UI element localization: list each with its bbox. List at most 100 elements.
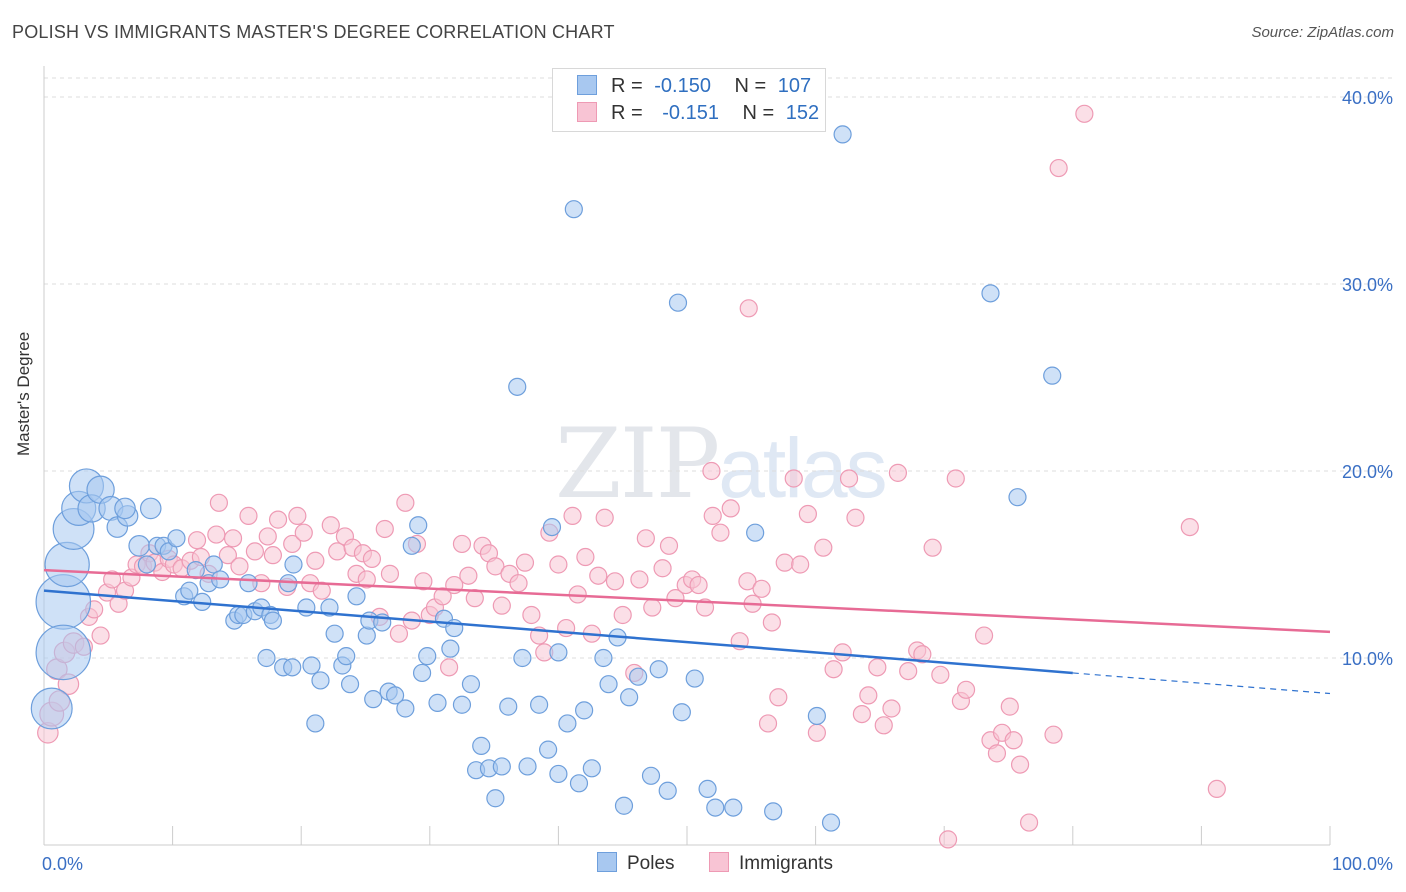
immigrants-point [833,643,852,662]
immigrants-swatch [577,102,597,122]
poles-point [418,647,437,666]
poles-legend-swatch [597,852,617,872]
poles-point [569,774,589,793]
immigrants-point [1004,731,1023,750]
immigrants-point [439,658,459,677]
immigrants-point [938,830,958,849]
poles-point [499,697,518,716]
poles-point [139,497,162,520]
immigrants-point [643,598,662,617]
immigrants-n-label: N = [742,102,775,124]
immigrants-point [239,506,258,525]
immigrants-point [636,529,655,548]
poles-point [513,648,532,668]
immigrants-point [913,645,932,664]
poles-point [599,675,618,694]
immigrants-point [268,510,288,529]
axes [43,66,1331,846]
poles-point [629,667,648,686]
immigrants-point [613,605,632,625]
poles-trend-extension [1072,672,1331,695]
poles-point [746,523,765,542]
immigrants-point [689,575,708,595]
immigrants-point [721,499,740,518]
immigrants-n-value: 152 [785,102,820,124]
immigrants-point [1075,104,1094,123]
trend-lines [43,568,1331,695]
immigrants-point [595,508,614,527]
immigrants-point [659,536,679,555]
immigrants-point [824,660,843,679]
poles-point [337,647,356,666]
poles-point [564,200,583,219]
poles-point [668,293,688,312]
immigrants-point [956,680,976,699]
immigrants-point [263,546,283,565]
poles-point [549,643,568,662]
poles-point [649,660,668,679]
poles-point [137,555,156,574]
immigrants-point [306,551,325,570]
immigrants-trend-line [43,568,1331,634]
immigrants-point [1010,755,1030,774]
immigrants-point [414,572,433,591]
poles-point [614,796,634,815]
poles-point [981,284,1000,303]
immigrants-point [839,469,859,488]
x-tick-label: 0.0% [42,854,83,874]
immigrants-point [653,559,672,578]
immigrants-point [605,572,625,591]
chart-title: POLISH VS IMMIGRANTS MASTER'S DEGREE COR… [12,22,615,42]
immigrants-point [882,699,901,718]
poles-point [239,574,258,593]
poles-point [302,656,321,675]
poles-point [364,690,383,709]
poles-r-value: -0.150 [654,75,711,97]
poles-point [575,701,594,720]
immigrants-point [798,504,817,524]
poles-point [486,789,505,808]
poles-n-value: 107 [777,75,812,97]
immigrants-point [396,493,415,512]
poles-point [492,757,511,776]
immigrants-point [509,574,528,593]
poles-point [807,706,826,726]
poles-point [472,736,491,755]
immigrants-point [389,624,409,643]
immigrants-point [223,529,243,548]
poles-point [530,695,549,714]
poles-point [549,764,568,784]
poles-point [508,377,527,396]
immigrants-point [380,564,400,583]
legend-item-poles[interactable]: Poles [597,852,675,875]
immigrants-point [515,553,535,572]
immigrants-point [362,549,382,568]
poles-point [30,687,73,730]
y-tick-label: 10.0% [1342,649,1393,669]
poles-point [558,714,577,733]
immigrants-point [702,461,721,481]
immigrants-r-label: R = [611,102,643,124]
immigrants-point [433,587,452,606]
watermark: ZIPatlas [555,408,888,520]
poles-point [385,686,405,705]
immigrants-point [1207,779,1226,799]
poles-point [257,648,276,668]
immigrants-point [1019,813,1039,832]
poles-point [539,740,558,759]
immigrants-series [37,104,1226,849]
poles-point [167,529,186,548]
poles-point [441,639,460,658]
immigrants-point [1044,725,1063,744]
y-axis-label: Master's Degree [14,331,33,456]
poles-point [283,658,302,677]
x-tick-label: 100.0% [1332,854,1393,874]
series-legend: Poles Immigrants [0,852,1406,878]
legend-item-immigrants[interactable]: Immigrants [709,852,833,875]
poles-r-label: R = [611,75,643,97]
immigrants-point [218,546,237,565]
poles-point [409,516,428,535]
poles-point [1008,488,1027,507]
immigrants-point [874,716,893,735]
poles-swatch [577,75,597,95]
